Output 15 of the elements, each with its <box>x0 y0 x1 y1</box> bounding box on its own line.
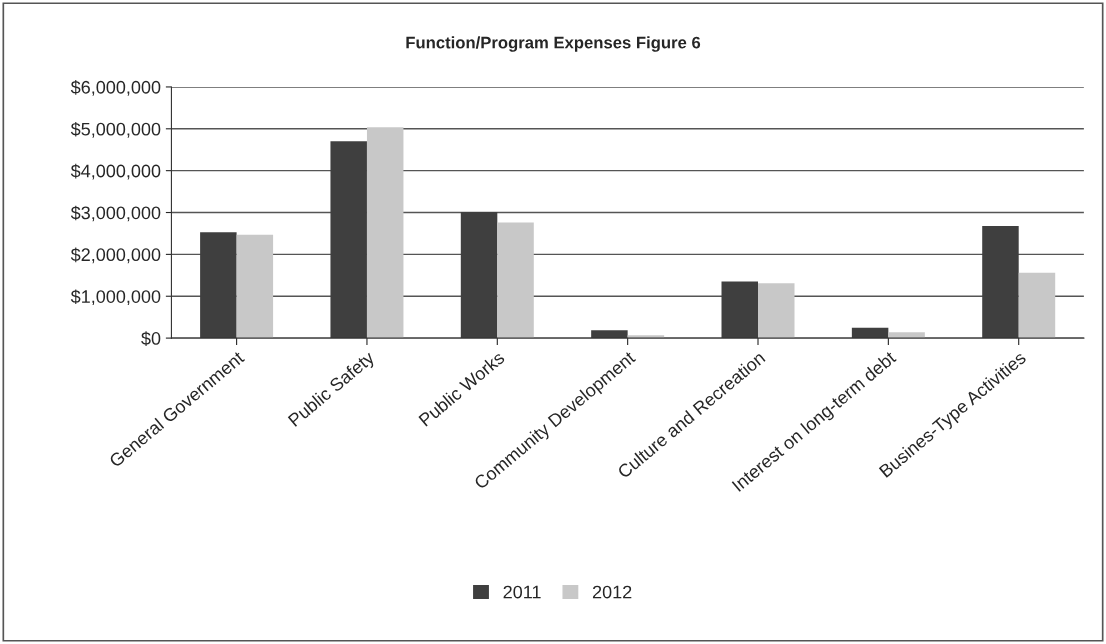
y-tick-label: $3,000,000 <box>70 205 161 222</box>
bar <box>366 127 404 339</box>
y-tick-label: $5,000,000 <box>70 121 161 138</box>
y-tick-label: $4,000,000 <box>70 163 161 180</box>
y-tick-label: $6,000,000 <box>70 80 161 96</box>
y-tick-label: $0 <box>141 331 161 346</box>
legend-label: 2012 <box>592 585 632 599</box>
bar <box>758 283 795 339</box>
y-tick-label: $2,000,000 <box>70 247 161 264</box>
bar <box>1018 272 1056 339</box>
bar <box>236 234 274 339</box>
y-tick-label: $1,000,000 <box>70 289 161 306</box>
bar <box>497 222 534 339</box>
legend-label: 2011 <box>503 585 541 599</box>
chart-title: Function/Program Expenses Figure 6 <box>406 36 701 52</box>
